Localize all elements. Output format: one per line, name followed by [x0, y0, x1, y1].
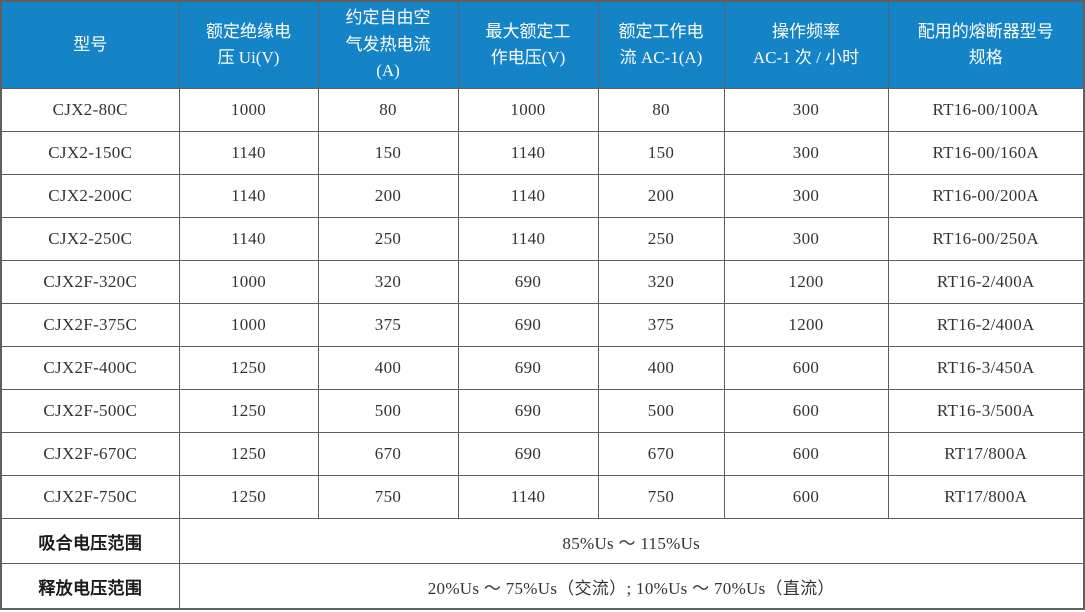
- value-cell: 300: [723, 131, 889, 175]
- table-row: CJX2F-750C 1250 750 1140 750 600 RT17/800A: [0, 475, 1085, 519]
- value-cell: 375: [597, 303, 725, 347]
- value-cell: 1250: [178, 432, 319, 476]
- model-cell: CJX2F-400C: [0, 346, 180, 390]
- value-cell: RT16-3/500A: [887, 389, 1085, 433]
- table-row: CJX2-250C 1140 250 1140 250 300 RT16-00/250A: [0, 217, 1085, 261]
- column-header-6: 配用的熔断器型号 规格: [887, 0, 1085, 89]
- value-cell: 1000: [178, 88, 319, 132]
- value-cell: RT17/800A: [887, 475, 1085, 519]
- value-cell: 300: [723, 174, 889, 218]
- table-row: CJX2F-500C 1250 500 690 500 600 RT16-3/500A: [0, 389, 1085, 433]
- value-cell: 600: [723, 475, 889, 519]
- model-cell: CJX2F-670C: [0, 432, 180, 476]
- model-cell: CJX2-250C: [0, 217, 180, 261]
- value-cell: 150: [317, 131, 459, 175]
- value-cell: 690: [457, 260, 599, 304]
- value-cell: 1000: [178, 303, 319, 347]
- column-header-3: 最大额定工 作电压(V): [457, 0, 599, 89]
- value-cell: 400: [317, 346, 459, 390]
- value-cell: 1140: [457, 131, 599, 175]
- value-cell: 1140: [457, 217, 599, 261]
- value-cell: 600: [723, 346, 889, 390]
- model-cell: CJX2-200C: [0, 174, 180, 218]
- value-cell: 690: [457, 346, 599, 390]
- table-row: CJX2F-670C 1250 670 690 670 600 RT17/800A: [0, 432, 1085, 476]
- value-cell: 200: [597, 174, 725, 218]
- value-cell: 80: [317, 88, 459, 132]
- value-cell: 1200: [723, 303, 889, 347]
- value-cell: 1140: [178, 217, 319, 261]
- value-cell: 1140: [178, 131, 319, 175]
- footer-row: 释放电压范围 20%Us ～ 75%Us（交流）; 10%Us ～ 70%Us（直…: [0, 563, 1085, 610]
- value-cell: 690: [457, 303, 599, 347]
- value-cell: 1250: [178, 346, 319, 390]
- table-row: CJX2F-375C 1000 375 690 375 1200 RT16-2/400A: [0, 303, 1085, 347]
- header-row: 型号 额定绝缘电 压 Ui(V) 约定自由空 气发热电流 (A) 最大额定工 作电压(…: [0, 0, 1085, 89]
- table-body: CJX2-80C 1000 80 1000 80 300 RT16-00/100A CJX2-…: [0, 88, 1085, 519]
- value-cell: 750: [597, 475, 725, 519]
- value-cell: 1000: [178, 260, 319, 304]
- table-row: CJX2-80C 1000 80 1000 80 300 RT16-00/100A: [0, 88, 1085, 132]
- value-cell: 1000: [457, 88, 599, 132]
- value-cell: 375: [317, 303, 459, 347]
- value-cell: 690: [457, 432, 599, 476]
- value-cell: 500: [597, 389, 725, 433]
- value-cell: RT16-2/400A: [887, 303, 1085, 347]
- value-cell: 670: [317, 432, 459, 476]
- footer-row-label: 释放电压范围: [0, 563, 180, 610]
- value-cell: 300: [723, 217, 889, 261]
- table-footer: 吸合电压范围 85%Us ～ 115%Us 释放电压范围 20%Us ～ 75%Us（…: [0, 518, 1085, 610]
- column-header-0: 型号: [0, 0, 180, 89]
- value-cell: 300: [723, 88, 889, 132]
- value-cell: 1200: [723, 260, 889, 304]
- value-cell: RT16-3/450A: [887, 346, 1085, 390]
- value-cell: 1250: [178, 389, 319, 433]
- model-cell: CJX2F-750C: [0, 475, 180, 519]
- value-cell: 1250: [178, 475, 319, 519]
- column-header-2: 约定自由空 气发热电流 (A): [317, 0, 459, 89]
- value-cell: 1140: [457, 475, 599, 519]
- model-cell: CJX2F-320C: [0, 260, 180, 304]
- table-row: CJX2-150C 1140 150 1140 150 300 RT16-00/160A: [0, 131, 1085, 175]
- model-cell: CJX2F-500C: [0, 389, 180, 433]
- footer-row: 吸合电压范围 85%Us ～ 115%Us: [0, 518, 1085, 564]
- model-cell: CJX2F-375C: [0, 303, 180, 347]
- model-cell: CJX2-150C: [0, 131, 180, 175]
- column-header-1: 额定绝缘电 压 Ui(V): [178, 0, 319, 89]
- value-cell: 150: [597, 131, 725, 175]
- value-cell: 670: [597, 432, 725, 476]
- value-cell: 600: [723, 432, 889, 476]
- value-cell: 1140: [178, 174, 319, 218]
- value-cell: 200: [317, 174, 459, 218]
- value-cell: 250: [597, 217, 725, 261]
- footer-row-value: 85%Us ～ 115%Us: [178, 518, 1085, 564]
- value-cell: 690: [457, 389, 599, 433]
- column-header-5: 操作频率 AC-1 次 / 小时: [723, 0, 889, 89]
- value-cell: RT16-00/100A: [887, 88, 1085, 132]
- footer-row-value: 20%Us ～ 75%Us（交流）; 10%Us ～ 70%Us（直流）: [178, 563, 1085, 610]
- value-cell: 80: [597, 88, 725, 132]
- value-cell: 500: [317, 389, 459, 433]
- value-cell: 250: [317, 217, 459, 261]
- value-cell: 320: [597, 260, 725, 304]
- value-cell: RT16-00/160A: [887, 131, 1085, 175]
- value-cell: RT16-00/250A: [887, 217, 1085, 261]
- table-header: 型号 额定绝缘电 压 Ui(V) 约定自由空 气发热电流 (A) 最大额定工 作电压(…: [0, 0, 1085, 89]
- column-header-4: 额定工作电 流 AC-1(A): [597, 0, 725, 89]
- value-cell: 600: [723, 389, 889, 433]
- footer-row-label: 吸合电压范围: [0, 518, 180, 564]
- value-cell: RT16-00/200A: [887, 174, 1085, 218]
- table-row: CJX2F-400C 1250 400 690 400 600 RT16-3/450A: [0, 346, 1085, 390]
- table-row: CJX2F-320C 1000 320 690 320 1200 RT16-2/400A: [0, 260, 1085, 304]
- value-cell: RT16-2/400A: [887, 260, 1085, 304]
- model-cell: CJX2-80C: [0, 88, 180, 132]
- value-cell: 400: [597, 346, 725, 390]
- value-cell: 320: [317, 260, 459, 304]
- value-cell: RT17/800A: [887, 432, 1085, 476]
- value-cell: 750: [317, 475, 459, 519]
- table-row: CJX2-200C 1140 200 1140 200 300 RT16-00/200A: [0, 174, 1085, 218]
- value-cell: 1140: [457, 174, 599, 218]
